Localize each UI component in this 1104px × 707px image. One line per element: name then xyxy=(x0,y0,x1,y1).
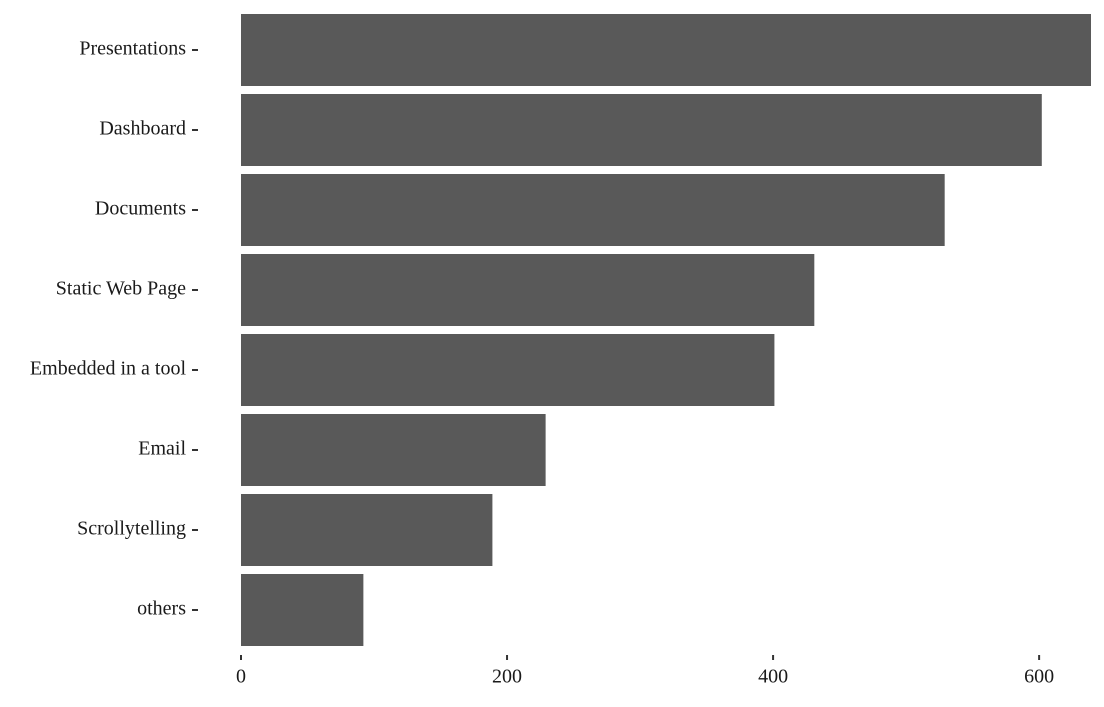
x-tick-label: 200 xyxy=(492,666,522,688)
bar xyxy=(241,494,493,566)
bar xyxy=(241,14,1091,86)
bar xyxy=(241,254,815,326)
y-tick-label: Presentations xyxy=(79,38,186,60)
y-tick-label: Documents xyxy=(95,198,186,220)
bar xyxy=(241,334,775,406)
y-tick-label: Embedded in a tool xyxy=(30,358,187,380)
y-tick-label: Static Web Page xyxy=(56,278,186,300)
y-tick-label: Dashboard xyxy=(99,118,186,140)
y-tick-label: Email xyxy=(138,438,186,460)
x-tick-label: 600 xyxy=(1024,666,1054,688)
bar xyxy=(241,414,546,486)
bar xyxy=(241,174,945,246)
y-tick-label: Scrollytelling xyxy=(77,518,186,540)
x-tick-label: 400 xyxy=(758,666,788,688)
bar xyxy=(241,94,1042,166)
x-tick-label: 0 xyxy=(236,666,246,688)
bar xyxy=(241,574,364,646)
y-tick-label: others xyxy=(137,598,186,620)
